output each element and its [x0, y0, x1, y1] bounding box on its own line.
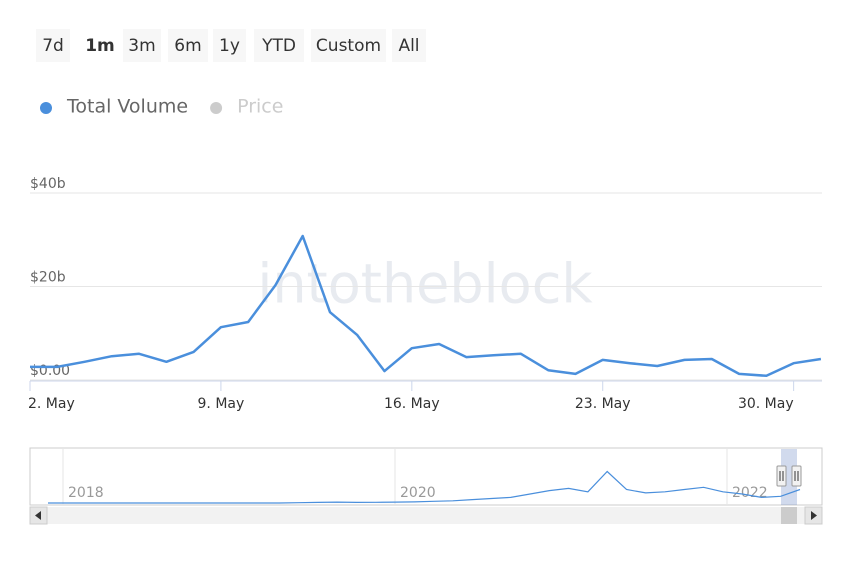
navigator-label: 2020	[400, 485, 436, 501]
y-tick-label: $40b	[30, 176, 66, 192]
range-button[interactable]	[213, 29, 246, 62]
legend-label[interactable]: Total Volume	[66, 96, 188, 118]
navigator-handle[interactable]	[791, 465, 802, 487]
legend-marker[interactable]	[210, 102, 223, 114]
legend-label[interactable]: Price	[237, 96, 283, 118]
range-button[interactable]	[311, 29, 386, 62]
range-button[interactable]	[254, 29, 304, 62]
line-series	[30, 234, 822, 378]
x-tick-label: 2. May	[28, 396, 75, 412]
x-tick-label: 16. May	[384, 396, 440, 412]
scrollbar[interactable]	[30, 507, 822, 524]
navigator-label: 2018	[68, 485, 104, 501]
arrow-left	[35, 511, 41, 520]
range-button[interactable]	[392, 29, 426, 62]
navigator-series	[48, 470, 801, 504]
x-tick-label: 23. May	[575, 396, 631, 412]
range-button-label[interactable]: All	[398, 36, 419, 56]
y-tick-label: $20b	[30, 270, 66, 286]
x-tick-label: 30. May	[738, 396, 794, 412]
range-button-label[interactable]: YTD	[261, 36, 296, 56]
navigator-handle[interactable]	[776, 465, 787, 487]
range-button-label[interactable]: 7d	[42, 36, 64, 56]
legend-marker[interactable]	[40, 102, 52, 114]
range-button-label[interactable]: 6m	[174, 36, 201, 56]
scroll-thumb[interactable]	[781, 507, 797, 524]
range-button-label[interactable]: Custom	[316, 36, 381, 56]
navigator-mask	[781, 449, 797, 505]
navigator-frame	[29, 447, 823, 506]
range-button-label[interactable]: 3m	[128, 36, 155, 56]
range-button-label[interactable]: 1y	[219, 36, 240, 56]
range-button-label[interactable]: 1m	[85, 36, 115, 56]
range-button[interactable]	[168, 29, 208, 62]
arrow-right	[811, 511, 817, 520]
range-button[interactable]	[80, 29, 120, 62]
range-button[interactable]	[123, 29, 161, 62]
range-button[interactable]	[36, 29, 70, 62]
x-tick-label: 9. May	[198, 396, 245, 412]
watermark: intotheblock	[257, 253, 593, 316]
